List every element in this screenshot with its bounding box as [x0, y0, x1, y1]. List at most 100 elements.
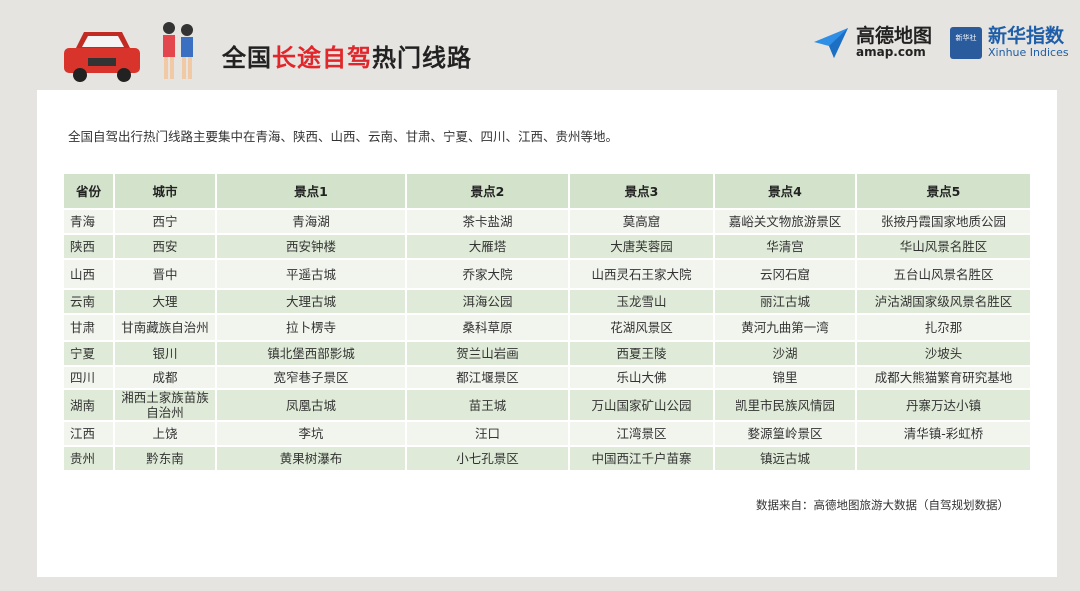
table-cell: 玉龙雪山 [568, 288, 715, 315]
table-cell: 花湖风景区 [568, 313, 715, 342]
table-row: 四川 成都 宽窄巷子景区 都江堰景区 乐山大佛 锦里 成都大熊猫繁育研究基地 [62, 365, 1032, 390]
amap-name: 高德地图 [856, 25, 933, 47]
table-row: 山西 晋中 平遥古城 乔家大院 山西灵石王家大院 云冈石窟 五台山风景名胜区 [62, 258, 1032, 290]
table-cell: 甘肃 [62, 313, 115, 342]
amap-logo: 高德地图 amap.com [812, 26, 932, 60]
table-cell: 黄果树瀑布 [215, 445, 407, 472]
column-header: 景点1 [215, 172, 407, 210]
table-cell: 贵州 [62, 445, 115, 472]
table-cell: 李坑 [215, 420, 407, 447]
table-cell: 江西 [62, 420, 115, 447]
header: 全国长途自驾热门线路 高德地图 amap.com 新华社 新华指数 Xinhue I… [0, 0, 1080, 90]
data-source: 数据来自：高德地图旅游大数据（自驾规划数据） [756, 498, 1009, 512]
travelers-icon [163, 22, 193, 79]
table-cell: 五台山风景名胜区 [855, 258, 1032, 290]
table-cell: 张掖丹霞国家地质公园 [855, 208, 1032, 235]
paper-plane-icon [814, 28, 848, 58]
table-row: 甘肃 甘南藏族自治州 拉卜楞寺 桑科草原 花湖风景区 黄河九曲第一湾 扎尕那 [62, 313, 1032, 342]
table-cell: 成都大熊猫繁育研究基地 [855, 365, 1032, 390]
table-cell: 大雁塔 [405, 233, 570, 260]
table-cell: 华山风景名胜区 [855, 233, 1032, 260]
table-cell: 苗王城 [405, 388, 570, 422]
table-row: 青海 西宁 青海湖 茶卡盐湖 莫高窟 嘉峪关文物旅游景区 张掖丹霞国家地质公园 [62, 208, 1032, 235]
table-cell: 西宁 [113, 208, 217, 235]
table-cell: 大唐芙蓉园 [568, 233, 715, 260]
table-cell: 上饶 [113, 420, 217, 447]
table-cell: 汪口 [405, 420, 570, 447]
intro-text: 全国自驾出行热门线路主要集中在青海、陕西、山西、云南、甘肃、宁夏、四川、江西、贵… [68, 129, 619, 144]
table-cell: 丽江古城 [713, 288, 857, 315]
table-cell: 沙坡头 [855, 340, 1032, 367]
car-icon [64, 32, 140, 82]
title-part: 热门线路 [372, 44, 472, 72]
table-cell: 中国西江千户苗寨 [568, 445, 715, 472]
table-row: 陕西 西安 西安钟楼 大雁塔 大唐芙蓉园 华清宫 华山风景名胜区 [62, 233, 1032, 260]
page-title: 全国长途自驾热门线路 [222, 38, 472, 73]
column-header: 城市 [113, 172, 217, 210]
table-header-row: 省份 城市 景点1 景点2 景点3 景点4 景点5 [62, 172, 1032, 210]
xinhua-logo: 新华社 新华指数 Xinhue Indices [950, 26, 1069, 59]
table-row: 湖南 湘西土家族苗族自治州 凤凰古城 苗王城 万山国家矿山公园 凯里市民族风情园 丹寨万达小… [62, 388, 1032, 422]
table-cell: 乐山大佛 [568, 365, 715, 390]
table-cell: 镇远古城 [713, 445, 857, 472]
table-cell: 嘉峪关文物旅游景区 [713, 208, 857, 235]
table-cell: 扎尕那 [855, 313, 1032, 342]
column-header: 景点4 [713, 172, 857, 210]
amap-url: amap.com [856, 45, 926, 59]
table-cell: 拉卜楞寺 [215, 313, 407, 342]
table-cell: 华清宫 [713, 233, 857, 260]
table-cell: 大理 [113, 288, 217, 315]
table-cell: 成都 [113, 365, 217, 390]
column-header: 景点3 [568, 172, 715, 210]
table-cell: 万山国家矿山公园 [568, 388, 715, 422]
table-row: 云南 大理 大理古城 洱海公园 玉龙雪山 丽江古城 泸沽湖国家级风景名胜区 [62, 288, 1032, 315]
table-row: 宁夏 银川 镇北堡西部影城 贺兰山岩画 西夏王陵 沙湖 沙坡头 [62, 340, 1032, 367]
xinhua-name: 新华指数 [988, 25, 1065, 47]
table-cell: 云南 [62, 288, 115, 315]
table-cell: 泸沽湖国家级风景名胜区 [855, 288, 1032, 315]
table-cell: 黔东南 [113, 445, 217, 472]
table-cell: 晋中 [113, 258, 217, 290]
table-cell: 湖南 [62, 388, 115, 422]
title-part: 全国 [222, 44, 272, 72]
table-cell: 西安钟楼 [215, 233, 407, 260]
table-cell: 陕西 [62, 233, 115, 260]
routes-table: 省份 城市 景点1 景点2 景点3 景点4 景点5 青海 西宁 青海湖 茶卡盐湖 莫高窟 嘉峪关文物旅… [62, 172, 1032, 472]
table-cell: 青海湖 [215, 208, 407, 235]
table-cell [855, 445, 1032, 472]
table-cell: 都江堰景区 [405, 365, 570, 390]
table-cell: 江湾景区 [568, 420, 715, 447]
column-header: 省份 [62, 172, 115, 210]
table-cell: 山西灵石王家大院 [568, 258, 715, 290]
table-cell: 甘南藏族自治州 [113, 313, 217, 342]
table-cell: 茶卡盐湖 [405, 208, 570, 235]
table-row: 贵州 黔东南 黄果树瀑布 小七孔景区 中国西江千户苗寨 镇远古城 [62, 445, 1032, 472]
table-cell: 平遥古城 [215, 258, 407, 290]
table-cell: 黄河九曲第一湾 [713, 313, 857, 342]
table-cell: 凤凰古城 [215, 388, 407, 422]
table-cell: 洱海公园 [405, 288, 570, 315]
title-highlight: 长途自驾 [272, 44, 372, 72]
table-cell: 锦里 [713, 365, 857, 390]
table-cell: 四川 [62, 365, 115, 390]
column-header: 景点5 [855, 172, 1032, 210]
table-cell: 宽窄巷子景区 [215, 365, 407, 390]
table-cell: 清华镇-彩虹桥 [855, 420, 1032, 447]
table-cell: 青海 [62, 208, 115, 235]
table-cell: 桑科草原 [405, 313, 570, 342]
table-cell: 宁夏 [62, 340, 115, 367]
table-cell: 大理古城 [215, 288, 407, 315]
column-header: 景点2 [405, 172, 570, 210]
table-cell: 西夏王陵 [568, 340, 715, 367]
table-cell: 婺源篁岭景区 [713, 420, 857, 447]
table-cell: 山西 [62, 258, 115, 290]
table-cell: 西安 [113, 233, 217, 260]
table-cell: 云冈石窟 [713, 258, 857, 290]
table-cell: 莫高窟 [568, 208, 715, 235]
table-cell: 丹寨万达小镇 [855, 388, 1032, 422]
table-cell: 贺兰山岩画 [405, 340, 570, 367]
table-cell: 湘西土家族苗族自治州 [113, 388, 217, 422]
table-cell: 镇北堡西部影城 [215, 340, 407, 367]
table-row: 江西 上饶 李坑 汪口 江湾景区 婺源篁岭景区 清华镇-彩虹桥 [62, 420, 1032, 447]
table-cell: 凯里市民族风情园 [713, 388, 857, 422]
